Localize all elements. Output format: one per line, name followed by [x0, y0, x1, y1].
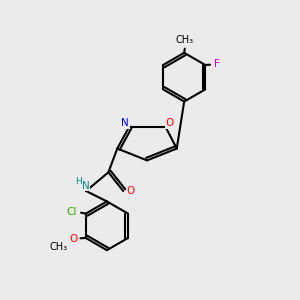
Text: H: H: [75, 177, 81, 186]
Text: O: O: [127, 186, 135, 196]
Text: N: N: [82, 181, 90, 191]
Text: O: O: [165, 118, 173, 128]
Text: O: O: [70, 234, 78, 244]
Text: CH₃: CH₃: [50, 242, 68, 252]
Text: CH₃: CH₃: [176, 35, 194, 45]
Text: F: F: [214, 59, 220, 69]
Text: N: N: [122, 118, 129, 128]
Text: Cl: Cl: [66, 207, 77, 217]
